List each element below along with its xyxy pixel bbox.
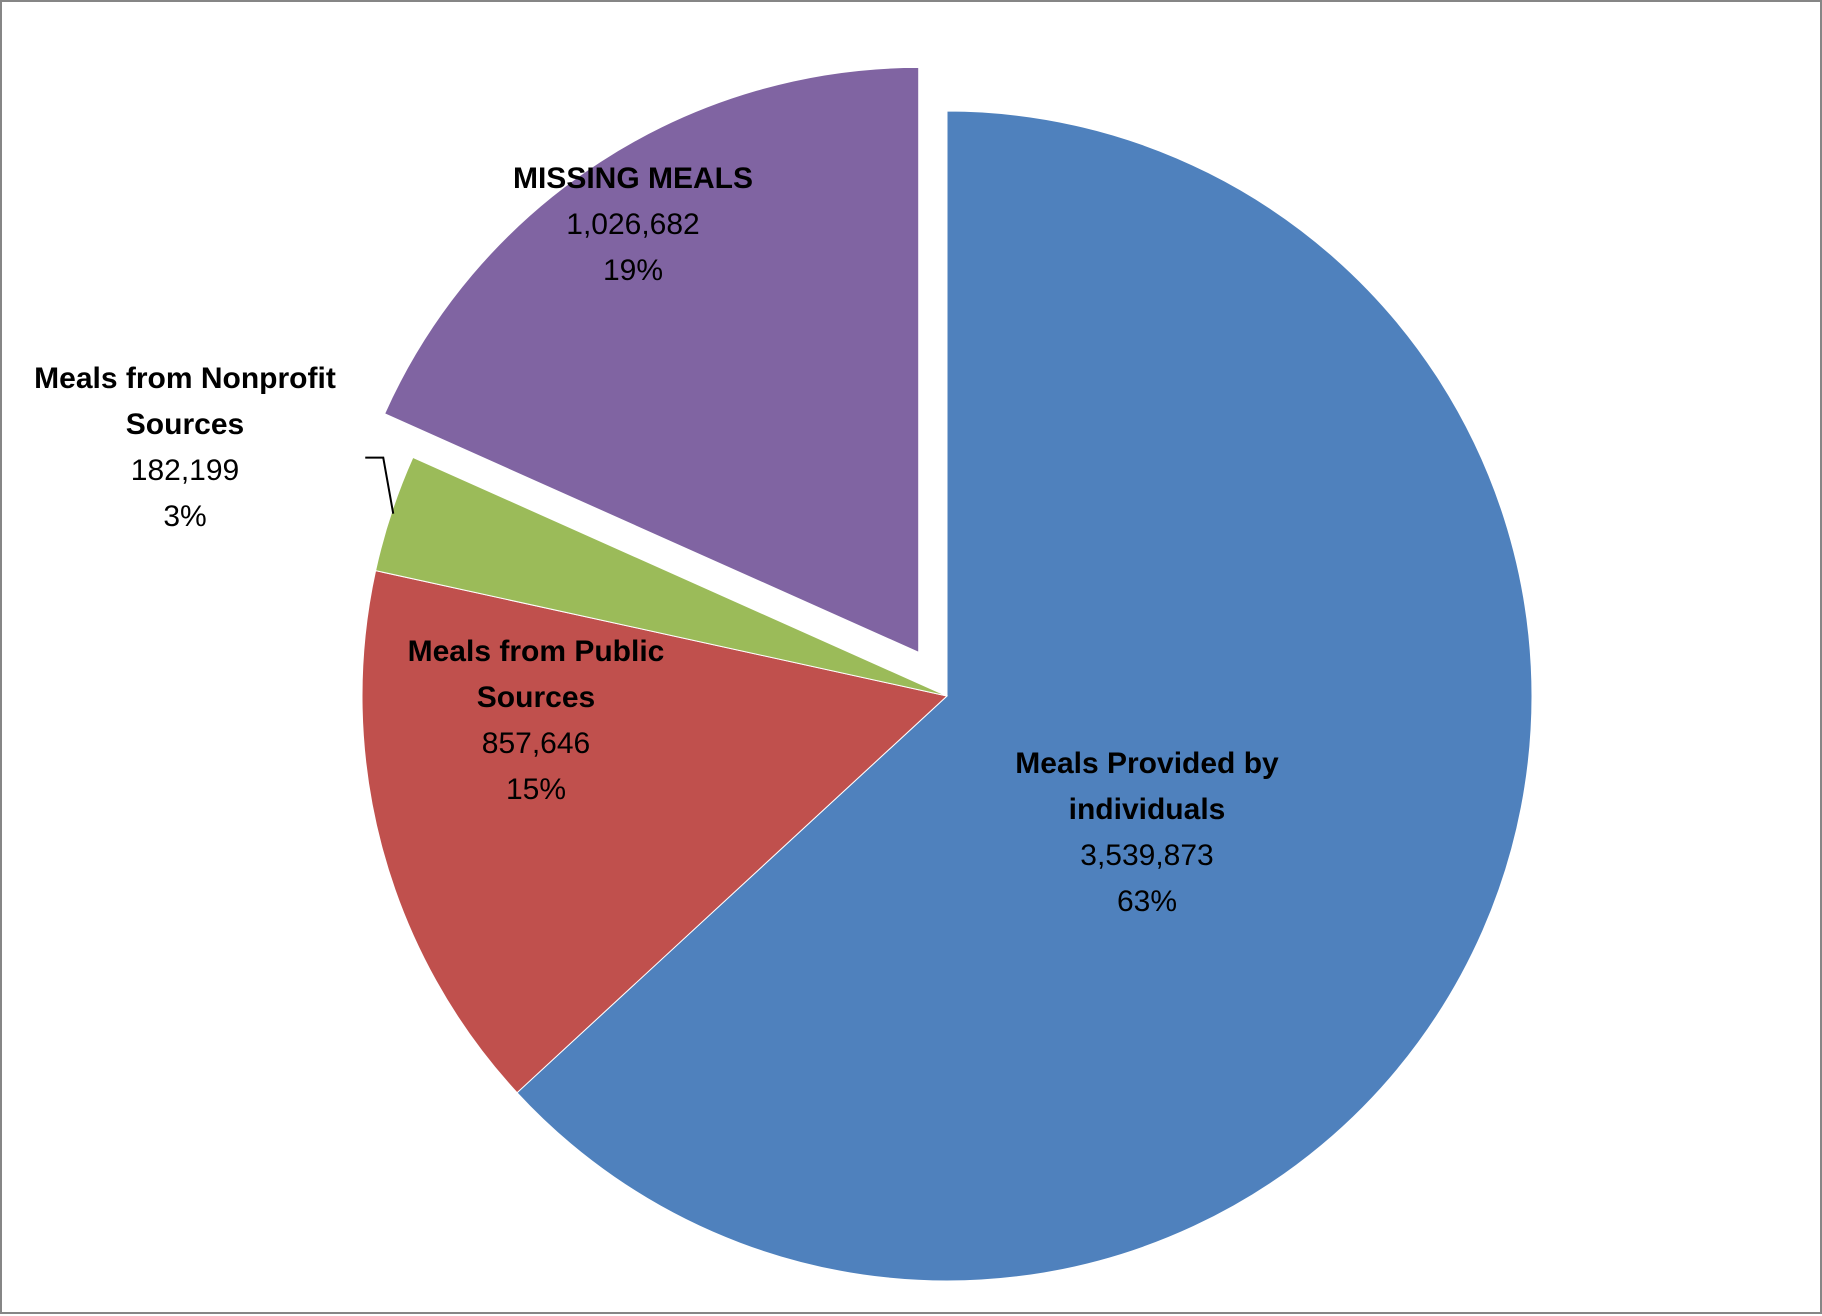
pie-slices (361, 66, 1533, 1282)
pie-slice-meals-from-nonprofit-sources (374, 456, 948, 697)
data-label-value: 857,646 (482, 727, 590, 760)
data-label-name: Sources (126, 408, 244, 441)
leader-line-meals-from-nonprofit-sources (365, 456, 395, 514)
data-label-name: individuals (1069, 793, 1226, 826)
data-label-name: Meals from Public (408, 635, 665, 668)
pie-slice-missing-meals (383, 66, 920, 654)
data-label-missing-meals: MISSING MEALS 1,026,682 19% (513, 162, 753, 287)
data-label-percent: 15% (506, 773, 566, 806)
data-label-value: 182,199 (131, 454, 239, 487)
pie-slice-meals-from-public-sources (361, 570, 949, 1094)
data-label-meals-from-nonprofit-sources: Meals from Nonprofit Sources 182,199 3% (34, 362, 336, 533)
data-label-percent: 19% (603, 254, 663, 287)
data-label-meals-provided-by-individuals: Meals Provided by individuals 3,539,873 63% (1015, 747, 1279, 918)
data-label-value: 1,026,682 (566, 208, 699, 241)
data-label-name: Meals Provided by (1015, 747, 1279, 780)
data-labels: Meals Provided by individuals 3,539,873 63%… (34, 162, 1279, 918)
data-label-percent: 3% (163, 500, 206, 533)
data-label-meals-from-public-sources: Meals from Public Sources 857,646 15% (408, 635, 665, 806)
data-label-value: 3,539,873 (1080, 839, 1213, 872)
leader-lines (365, 456, 395, 514)
data-label-percent: 63% (1117, 885, 1177, 918)
data-label-name: Meals from Nonprofit (34, 362, 336, 395)
data-label-name: Sources (477, 681, 595, 714)
data-label-name: MISSING MEALS (513, 162, 753, 195)
pie-slice-meals-provided-by-individuals (516, 110, 1533, 1282)
